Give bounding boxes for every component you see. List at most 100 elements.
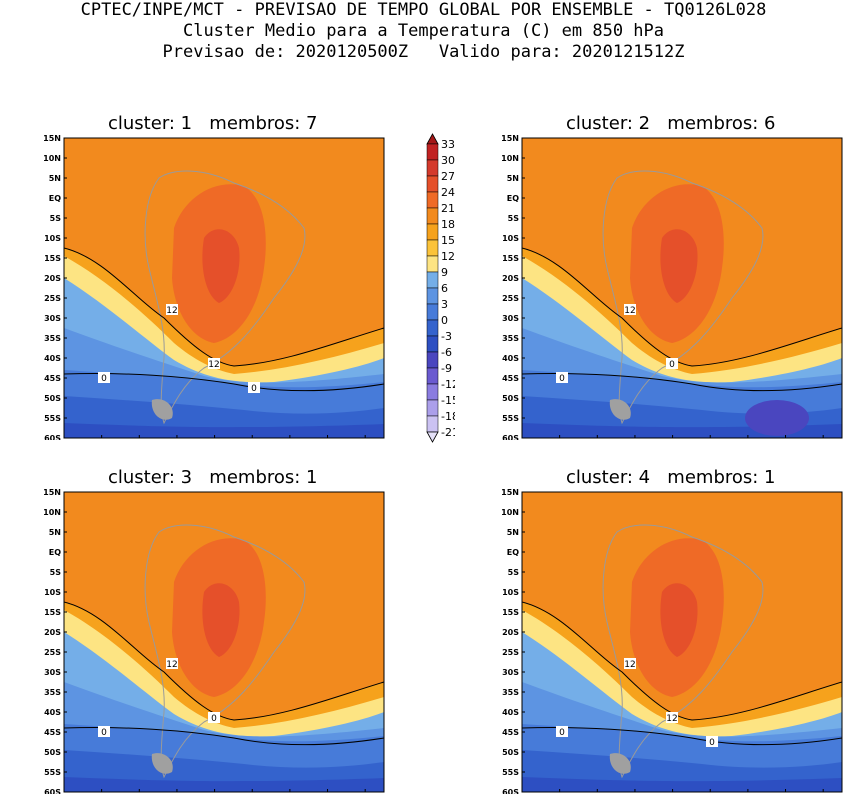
colorbar-label: -15 [441, 394, 455, 407]
patagonia-islands [151, 753, 173, 774]
lat-tick-label: 20S [44, 628, 61, 637]
contour-label: 0 [248, 382, 260, 394]
lat-tick-label: 40S [44, 354, 61, 363]
lat-tick-label: 5S [50, 568, 62, 577]
svg-text:0: 0 [211, 714, 217, 724]
colorbar-label: 24 [441, 186, 455, 199]
colorbar-swatch [426, 223, 439, 241]
band-21-24 [202, 229, 240, 303]
panel-4-title: cluster: 4 membros: 1 [566, 467, 776, 488]
lat-tick-label: EQ [49, 194, 61, 203]
colorbar-arrow-top [426, 133, 439, 145]
contour-label: 0 [98, 372, 110, 384]
lat-tick-label: 15N [501, 488, 519, 497]
band-m6-m3 [64, 423, 384, 438]
map-panel-cluster-1: 12 12 0 0 15N 10N 5N EQ 5S 10S 15S 20S 25S 30S 35S 40S 4… [0, 130, 390, 440]
lat-tick-label: 45S [44, 728, 61, 737]
svg-text:0: 0 [559, 728, 565, 738]
band-21-24 [660, 229, 698, 303]
svg-text:0: 0 [101, 728, 107, 738]
contour-0 [522, 727, 842, 746]
lat-tick-label: 15N [43, 488, 61, 497]
lat-tick-label: 40S [502, 354, 519, 363]
lat-tick-label: 45S [502, 728, 519, 737]
lat-tick-label: 30S [44, 668, 61, 677]
band-21-24 [660, 583, 698, 657]
lat-tick-label: 5N [507, 528, 519, 537]
lat-tick-label: 25S [44, 648, 61, 657]
colorbar-label: 33 [441, 138, 455, 151]
header-line-1: CPTEC/INPE/MCT - PREVISAO DE TEMPO GLOBA… [80, 0, 767, 20]
colorbar-label: -3 [441, 330, 452, 343]
colorbar-swatch [426, 143, 439, 161]
lat-tick-label: EQ [49, 548, 61, 557]
map-frame [63, 491, 385, 793]
contour-label: 0 [208, 712, 220, 724]
svg-text:0: 0 [709, 738, 715, 748]
svg-text:12: 12 [166, 660, 177, 670]
colorbar-swatch [426, 351, 439, 369]
svg-text:0: 0 [559, 374, 565, 384]
contour-label: 0 [98, 726, 110, 738]
contour-12 [522, 247, 842, 367]
contour-12 [522, 601, 842, 721]
lat-tick-label: 10N [501, 154, 519, 163]
lat-tick-label: 50S [44, 748, 61, 757]
colorbar-swatch [426, 271, 439, 289]
lat-tick-label: 25S [502, 648, 519, 657]
map-panel-cluster-2: 12 0 0 15N 10N 5N EQ 5S 10S 15S 20S 25S 30S 35S 40S 45S… [458, 130, 847, 440]
panel-3-title: cluster: 3 membros: 1 [108, 467, 318, 488]
lat-tick-label: 50S [502, 394, 519, 403]
colorbar-swatch [426, 383, 439, 401]
colorbar-label: 9 [441, 266, 448, 279]
lat-tick-label: 10S [502, 234, 519, 243]
lat-tick-label: 10N [43, 154, 61, 163]
panel-1-title: cluster: 1 membros: 7 [108, 113, 318, 134]
lat-tick-label: 25S [502, 294, 519, 303]
lat-tick-label: 5N [49, 528, 61, 537]
svg-text:0: 0 [251, 384, 257, 394]
lat-tick-label: 25S [44, 294, 61, 303]
cold-core [745, 400, 809, 436]
colorbar-label: 15 [441, 234, 455, 247]
contour-12 [64, 247, 384, 367]
lat-tick-label: 15S [44, 608, 61, 617]
colorbar-label: 21 [441, 202, 455, 215]
contour-0 [64, 373, 384, 392]
band-m6-m3 [522, 777, 842, 792]
lat-tick-label: 35S [502, 334, 519, 343]
lat-tick-label: 30S [44, 314, 61, 323]
lat-tick-label: 15S [44, 254, 61, 263]
lat-tick-label: 35S [44, 688, 61, 697]
contour-label: 12 [208, 358, 220, 370]
contour-label: 12 [166, 658, 178, 670]
lat-tick-label: 20S [502, 274, 519, 283]
lat-tick-label: 30S [502, 668, 519, 677]
colorbar-label: -6 [441, 346, 452, 359]
patagonia-islands [609, 399, 631, 420]
map-frame [521, 491, 843, 793]
colorbar-swatch [426, 191, 439, 209]
colorbar-label: -21 [441, 426, 455, 439]
contour-12 [64, 601, 384, 721]
colorbar-label: 18 [441, 218, 455, 231]
svg-text:12: 12 [166, 306, 177, 316]
lat-tick-label: 55S [44, 768, 61, 777]
colorbar-swatch [426, 303, 439, 321]
lat-tick-label: 45S [44, 374, 61, 383]
lat-tick-label: 55S [502, 768, 519, 777]
lat-tick-label: EQ [507, 194, 519, 203]
svg-text:12: 12 [666, 714, 677, 724]
patagonia-islands [609, 753, 631, 774]
contour-label: 0 [556, 372, 568, 384]
band-21-24 [202, 583, 240, 657]
svg-text:0: 0 [101, 374, 107, 384]
colorbar-swatch [426, 335, 439, 353]
colorbar-swatch [426, 159, 439, 177]
header-line-2: Cluster Medio para a Temperatura (C) em … [182, 21, 665, 41]
colorbar-swatch [426, 319, 439, 337]
colorbar-swatch [426, 239, 439, 257]
patagonia-islands [151, 399, 173, 420]
lat-tick-label: 35S [44, 334, 61, 343]
